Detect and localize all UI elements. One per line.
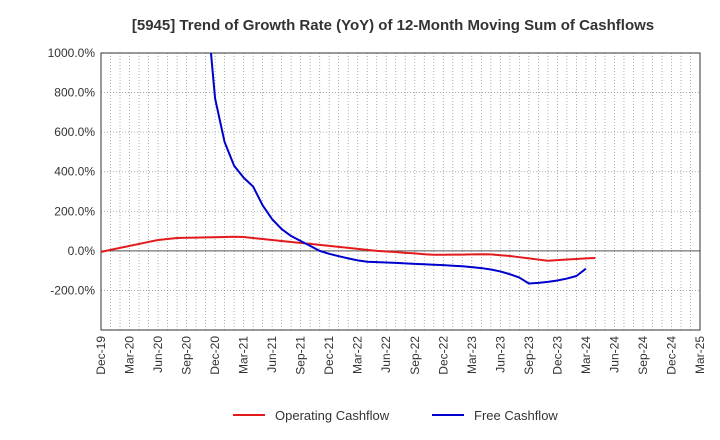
- x-tick-label: Dec-19: [94, 336, 108, 375]
- x-tick-label: Jun-21: [265, 336, 279, 373]
- x-tick-label: Sep-20: [180, 336, 194, 375]
- series-line: [101, 235, 596, 262]
- x-tick-label: Dec-22: [436, 336, 450, 375]
- y-tick-label: -200.0%: [50, 283, 95, 297]
- grid: [100, 52, 701, 330]
- x-tick-label: Sep-21: [294, 336, 308, 375]
- x-tick-label: Dec-21: [322, 336, 336, 375]
- x-tick-label: Jun-23: [493, 336, 507, 373]
- y-tick-label: 400.0%: [54, 165, 95, 179]
- y-tick-label: 200.0%: [54, 204, 95, 218]
- axes: -200.0% 0.0% 200.0% 400.0% 600.0% 800.0% 1000.…: [48, 46, 707, 375]
- x-tick-label: Mar-25: [693, 336, 707, 374]
- y-tick-label: 1000.0%: [48, 46, 96, 60]
- x-tick-label: Sep-22: [408, 336, 422, 375]
- chart-title: [5945] Trend of Growth Rate (YoY) of 12-…: [132, 17, 654, 34]
- x-tick-label: Jun-22: [379, 336, 393, 373]
- x-tick-label: Jun-20: [151, 336, 165, 373]
- legend-label: Operating Cashflow: [275, 408, 390, 423]
- x-tick-label: Mar-22: [351, 336, 365, 374]
- y-tick-label: 600.0%: [54, 125, 95, 139]
- x-tick-label: Sep-24: [636, 336, 650, 375]
- series-line: [209, 53, 587, 285]
- y-tick-label: 800.0%: [54, 86, 95, 100]
- x-tick-label: Dec-24: [664, 336, 678, 375]
- x-tick-label: Mar-20: [123, 336, 137, 374]
- x-tick-label: Mar-23: [465, 336, 479, 374]
- x-tick-label: Dec-23: [550, 336, 564, 375]
- x-tick-label: Mar-24: [579, 336, 593, 374]
- legend: Operating Cashflow Free Cashflow: [233, 408, 558, 423]
- x-tick-label: Mar-21: [237, 336, 251, 374]
- x-tick-label: Jun-24: [607, 336, 621, 373]
- plot-frame: [100, 52, 701, 331]
- legend-label: Free Cashflow: [474, 408, 558, 423]
- y-tick-label: 0.0%: [68, 244, 96, 258]
- series-lines: [101, 53, 596, 285]
- x-tick-label: Sep-23: [522, 336, 536, 375]
- x-tick-label: Dec-20: [208, 336, 222, 375]
